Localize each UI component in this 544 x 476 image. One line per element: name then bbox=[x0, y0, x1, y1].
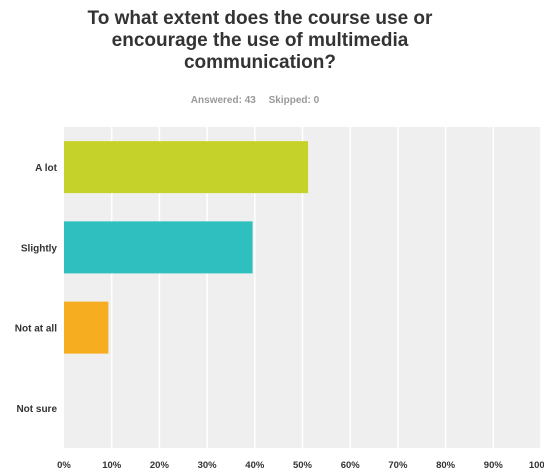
x-tick-label: 100% bbox=[529, 460, 544, 471]
x-tick-label: 40% bbox=[245, 460, 265, 471]
x-tick-label: 30% bbox=[198, 460, 218, 471]
chart-title: To what extent does the course use or en… bbox=[0, 8, 520, 74]
x-tick-label: 70% bbox=[388, 460, 408, 471]
x-tick-label: 0% bbox=[57, 460, 71, 471]
category-label: Not at all bbox=[15, 324, 57, 335]
chart-title-line-1: To what extent does the course use or bbox=[87, 8, 433, 29]
chart-title-line-3: communication? bbox=[183, 52, 336, 73]
category-label: A lot bbox=[35, 163, 58, 174]
bar bbox=[64, 221, 253, 274]
x-tick-label: 50% bbox=[293, 460, 313, 471]
bar bbox=[64, 301, 109, 354]
x-tick-label: 10% bbox=[102, 460, 122, 471]
x-tick-label: 20% bbox=[150, 460, 170, 471]
x-tick-label: 60% bbox=[341, 460, 361, 471]
chart-title-line-2: encourage the use of multimedia bbox=[111, 30, 409, 51]
answered-count: Answered: 43 bbox=[190, 95, 256, 106]
skipped-count: Skipped: 0 bbox=[268, 95, 320, 106]
response-summary: Answered: 43 Skipped: 0 bbox=[0, 95, 510, 106]
x-tick-label: 80% bbox=[436, 460, 456, 471]
category-label: Not sure bbox=[16, 404, 57, 415]
x-tick-label: 90% bbox=[484, 460, 504, 471]
category-label: Slightly bbox=[21, 243, 58, 254]
bar bbox=[64, 141, 309, 194]
